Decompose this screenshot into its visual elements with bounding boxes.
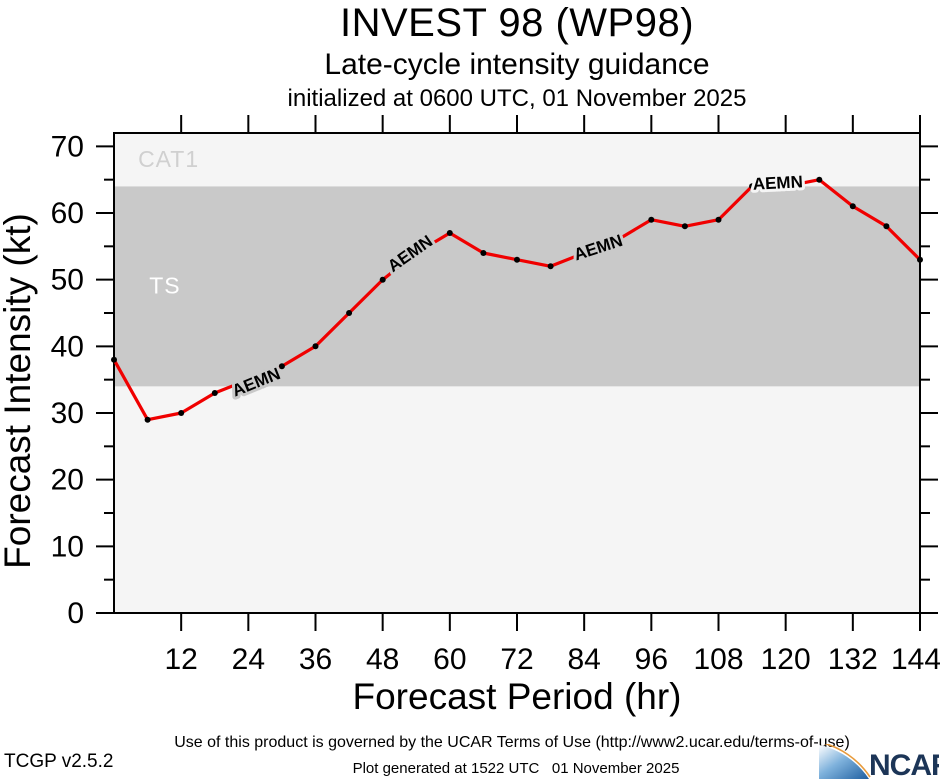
plot-frame xyxy=(113,132,921,614)
svg-text:24: 24 xyxy=(232,643,265,676)
page-subtitle: Late-cycle intensity guidance xyxy=(324,48,710,81)
svg-text:70: 70 xyxy=(51,130,84,163)
svg-text:84: 84 xyxy=(567,643,600,676)
svg-text:96: 96 xyxy=(635,643,668,676)
svg-text:132: 132 xyxy=(828,643,878,676)
svg-text:10: 10 xyxy=(51,530,84,563)
band-CAT1 xyxy=(114,133,920,187)
x-axis-tick-labels: 12 24 36 48 60 72 84 96 108 120 132 144 xyxy=(164,643,940,676)
ucar-terms-text: Use of this product is governed by the U… xyxy=(174,734,850,751)
svg-text:30: 30 xyxy=(51,397,84,430)
x-axis-ticks xyxy=(180,115,921,631)
y-axis-ticks xyxy=(96,145,938,614)
svg-text:108: 108 xyxy=(693,643,743,676)
y-axis-title: Forecast Intensity (kt) xyxy=(0,213,38,569)
ncar-swoosh-arc-icon xyxy=(823,744,871,778)
svg-text:20: 20 xyxy=(51,464,84,497)
svg-text:40: 40 xyxy=(51,330,84,363)
svg-text:36: 36 xyxy=(299,643,332,676)
svg-text:0: 0 xyxy=(67,597,84,630)
svg-text:72: 72 xyxy=(500,643,533,676)
ncar-logo: NCAR xyxy=(819,744,939,779)
band-label-CAT1: CAT1 xyxy=(138,146,199,172)
series-label-AEMN: AEMN xyxy=(752,172,803,194)
y-axis-tick-labels: 0 10 20 30 40 50 60 70 xyxy=(51,130,84,630)
svg-text:120: 120 xyxy=(761,643,811,676)
svg-text:60: 60 xyxy=(433,643,466,676)
band-TS xyxy=(114,186,920,387)
band-label-TS: TS xyxy=(149,273,180,299)
svg-text:60: 60 xyxy=(51,197,84,230)
tcgp-version-text: TCGP v2.5.2 xyxy=(4,751,114,772)
init-time-line: initialized at 0600 UTC, 01 November 202… xyxy=(287,85,747,112)
svg-text:12: 12 xyxy=(164,643,197,676)
svg-text:144: 144 xyxy=(891,643,940,676)
page-title: INVEST 98 (WP98) xyxy=(339,1,695,45)
plot-generated-text: Plot generated at 1522 UTC 01 November 2… xyxy=(352,760,680,777)
ncar-logo-text: NCAR xyxy=(869,749,939,779)
svg-text:50: 50 xyxy=(51,264,84,297)
ncar-swoosh-icon xyxy=(819,745,869,779)
series-markers-AEMN xyxy=(111,176,923,423)
svg-text:48: 48 xyxy=(366,643,399,676)
x-axis-title: Forecast Period (hr) xyxy=(352,676,682,717)
